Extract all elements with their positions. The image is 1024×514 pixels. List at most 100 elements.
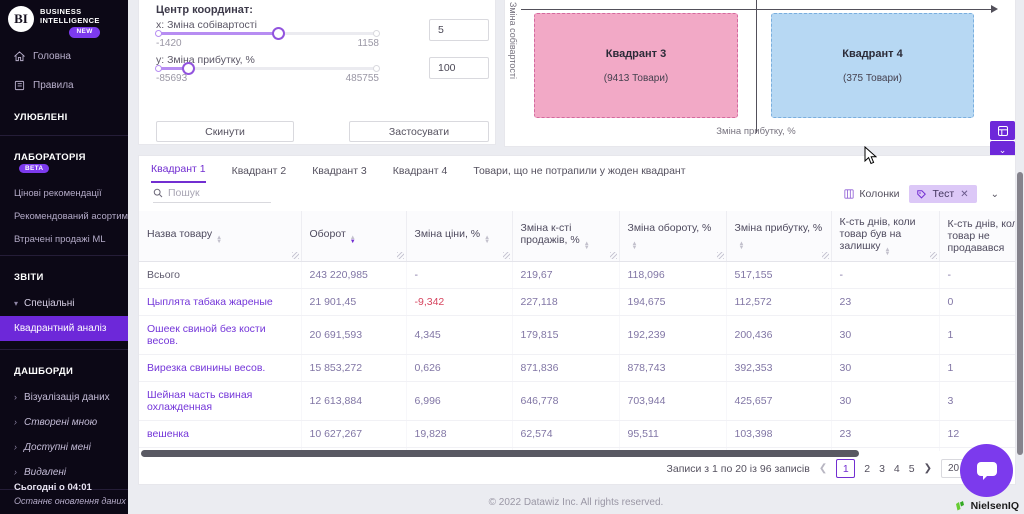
sidebar-item-quadrant-analysis[interactable]: Квадрантний аналіз (0, 315, 128, 341)
sort-icon[interactable]: ▲ ▼ (631, 241, 638, 251)
y-slider[interactable] (155, 62, 380, 75)
reset-button[interactable]: Скинути (156, 121, 294, 142)
sidebar-item-price-recommendations[interactable]: Цінові рекомендації (14, 187, 102, 199)
column-header-turnover-change[interactable]: Зміна обороту, % ▲ ▼ (619, 211, 727, 262)
product-name-cell[interactable]: Водка Nemiroff Премиум 40% 0.7л (139, 447, 302, 451)
column-resize-handle[interactable] (291, 252, 299, 259)
prev-page-icon[interactable]: ❮ (818, 463, 828, 474)
sidebar-item-rules[interactable]: Правила (0, 71, 128, 100)
page-button-4[interactable]: 4 (893, 462, 900, 475)
sort-icon[interactable]: ▲ ▼ (738, 241, 745, 251)
table-toolbar: Колонки Тест ✕ ⌄ (139, 183, 1015, 211)
columns-button[interactable]: Колонки (844, 188, 899, 200)
sidebar-item-data-visualization[interactable]: › Візуалізація даних (14, 391, 110, 403)
column-resize-handle[interactable] (396, 252, 404, 259)
tab-quadrant-3[interactable]: Квадрант 3 (312, 165, 367, 177)
tab-no-quadrant[interactable]: Товари, що не потрапили у жоден квадрант (473, 165, 686, 177)
column-resize-handle[interactable] (609, 252, 617, 259)
value-cell: 19,828 (406, 420, 513, 448)
next-page-icon[interactable]: ❯ (923, 463, 932, 474)
x-slider[interactable] (155, 27, 380, 40)
column-resize-handle[interactable] (821, 252, 829, 259)
column-header-price-change[interactable]: Зміна ціни, % ▲ ▼ (406, 211, 513, 262)
column-header-name[interactable]: Назва товару ▲ ▼ (139, 211, 302, 262)
apply-button[interactable]: Застосувати (349, 121, 489, 142)
sidebar-item-available-to-me[interactable]: › Доступні мені (14, 441, 91, 453)
column-resize-handle[interactable] (502, 252, 510, 259)
quadrant-4-box[interactable]: Квадрант 4 (375 Товари) (771, 13, 974, 118)
tab-quadrant-1[interactable]: Квадрант 1 (151, 163, 206, 183)
vertical-scrollbar[interactable] (1017, 172, 1023, 455)
column-header-profit-change[interactable]: Зміна прибутку, % ▲ ▼ (726, 211, 832, 262)
sort-icon[interactable]: ▲ ▼ (216, 235, 223, 245)
chevron-down-icon[interactable]: ⌄ (990, 188, 999, 200)
chat-widget-button[interactable] (960, 444, 1013, 497)
sort-icon[interactable]: ▲ ▼ (583, 241, 590, 251)
x-slider-handle[interactable] (271, 27, 285, 40)
product-name-cell[interactable]: вешенка (139, 420, 302, 448)
chevron-right-icon: › (14, 467, 17, 477)
horizontal-scrollbar[interactable] (141, 450, 859, 457)
column-header-days-no-sales[interactable]: К-сть днів, коли товар не продавався (939, 211, 1015, 262)
close-icon[interactable]: ✕ (960, 188, 969, 200)
tab-quadrant-2[interactable]: Квадрант 2 (231, 165, 287, 177)
lab-header: ЛАБОРАТОРІЯBETA (14, 151, 86, 173)
y-value-input[interactable] (429, 57, 489, 79)
app-logo[interactable]: BI BUSINESS INTELLIGENCE NEW (0, 0, 128, 42)
sort-icon[interactable]: ▲ ▼ (349, 235, 356, 245)
sidebar-item-deleted[interactable]: › Видалені (14, 466, 67, 478)
tab-quadrant-4[interactable]: Квадрант 4 (392, 165, 448, 177)
table-row: вешенка 10 627,267 19,828 62,574 95,511 103,3… (139, 420, 1015, 448)
saved-filter-chip[interactable]: Тест ✕ (909, 185, 977, 203)
chevron-down-icon: ⌄ (998, 145, 1007, 155)
value-cell: 200,436 (726, 315, 832, 355)
chart-menu-button[interactable] (990, 121, 1015, 140)
slider-fill (156, 67, 190, 70)
x-value-input[interactable] (429, 19, 489, 41)
chevron-right-icon: › (14, 392, 17, 402)
column-header-turnover[interactable]: Оборот ▲ ▼ (301, 211, 407, 262)
product-name-cell[interactable]: Шейная часть свиная охлажденная (139, 381, 302, 421)
quadrant-4-title: Квадрант 4 (842, 47, 903, 60)
search-box[interactable] (153, 187, 271, 203)
product-name-cell[interactable]: Вирезка свинины весов. (139, 354, 302, 382)
value-cell: 194,675 (619, 288, 727, 316)
quadrant-chart: Зміна собівартості Квадрант 3 (9413 Това… (504, 0, 1016, 147)
value-cell: 179,815 (512, 315, 620, 355)
column-header-qty-change[interactable]: Зміна к-сті продажів, % ▲ ▼ (512, 211, 620, 262)
slider-end-dot (373, 30, 380, 37)
column-header-days-in-stock[interactable]: К-сть днів, коли товар був на залишку ▲ ▼ (831, 211, 940, 262)
value-cell: 95,511 (619, 420, 727, 448)
sidebar-item-lost-sales-ml[interactable]: Втрачені продажі ML (14, 233, 106, 245)
y-slider-handle[interactable] (182, 62, 196, 75)
divider (0, 134, 128, 136)
page-button-1[interactable]: 1 (836, 459, 856, 478)
value-cell: 118,096 (619, 261, 727, 289)
x-axis-arrowhead (991, 5, 998, 13)
page-button-2[interactable]: 2 (864, 462, 871, 475)
column-resize-handle[interactable] (929, 252, 937, 259)
sidebar-group-special[interactable]: ▾ Спеціальні (14, 297, 75, 309)
page-button-5[interactable]: 5 (908, 462, 915, 475)
quadrant-3-box[interactable]: Квадрант 3 (9413 Товари) (534, 13, 738, 118)
column-resize-handle[interactable] (716, 252, 724, 259)
value-cell: 23 (831, 288, 940, 316)
sort-icon[interactable]: ▲ ▼ (884, 247, 891, 257)
value-cell: 21 901,45 (301, 288, 407, 316)
product-name-cell[interactable]: Цыплята табака жареные (139, 288, 302, 316)
sidebar-item-recommended-assortment[interactable]: Рекомендований асортим... (14, 210, 128, 222)
value-cell: - (406, 261, 513, 289)
update-note: Останнє оновлення даних (14, 496, 126, 506)
x-slider-label: x: Зміна собівартості (156, 19, 257, 31)
divider (0, 254, 128, 256)
product-name-cell[interactable]: Ошеек свиной без кости весов. (139, 315, 302, 355)
reports-header: ЗВІТИ (14, 271, 44, 283)
value-cell: -9,342 (406, 288, 513, 316)
slider-start-dot (155, 65, 162, 72)
search-input[interactable] (168, 187, 263, 199)
sort-icon[interactable]: ▲ ▼ (484, 235, 491, 245)
page-button-3[interactable]: 3 (879, 462, 885, 475)
sidebar-item-home[interactable]: Головна (0, 42, 128, 71)
value-cell: 1 (939, 315, 1015, 355)
sidebar-item-created-by-me[interactable]: › Створені мною (14, 416, 98, 428)
